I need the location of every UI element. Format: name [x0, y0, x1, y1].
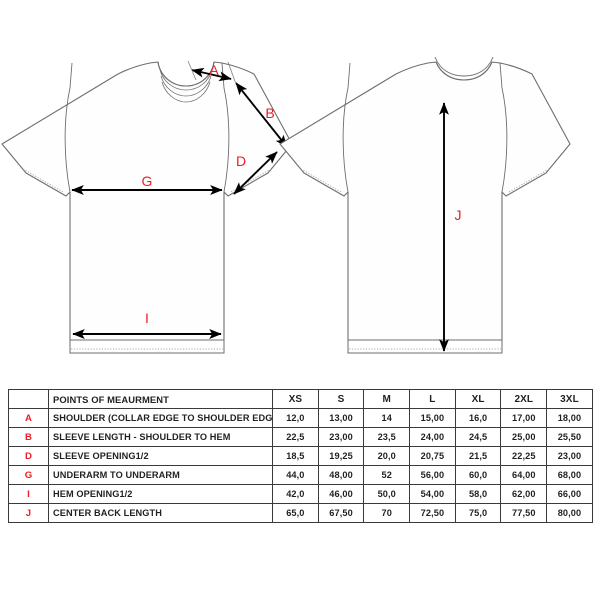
row-value-s: 13,00 [317, 408, 365, 428]
row-value-2xl: 17,00 [500, 408, 548, 428]
row-letter: A [8, 408, 49, 428]
row-value-3xl: 80,00 [546, 503, 593, 523]
table-row: D SLEEVE OPENING1/2 18,5 19,25 20,0 20,7… [8, 446, 593, 466]
header-points-of-measurement: POINTS OF MEAURMENT [48, 389, 273, 409]
label-D: D [236, 153, 246, 169]
row-value-l: 20,75 [409, 446, 456, 466]
header-size-2xl: 2XL [500, 389, 548, 409]
row-value-m: 23,5 [363, 427, 411, 447]
row-value-2xl: 62,00 [500, 484, 548, 504]
row-letter: B [8, 427, 49, 447]
row-value-2xl: 22,25 [500, 446, 548, 466]
row-point: CENTER BACK LENGTH [48, 503, 273, 523]
row-value-m: 14 [363, 408, 411, 428]
header-size-s: S [317, 389, 365, 409]
table-row: B SLEEVE LENGTH - SHOULDER TO HEM 22,5 2… [8, 427, 593, 447]
row-value-2xl: 25,00 [500, 427, 548, 447]
table-row: A SHOULDER (COLLAR EDGE TO SHOULDER EDGE… [8, 408, 593, 428]
row-value-xl: 16,0 [454, 408, 502, 428]
row-value-3xl: 68,00 [546, 465, 593, 485]
row-value-2xl: 64,00 [500, 465, 548, 485]
row-value-xs: 65,0 [272, 503, 319, 523]
row-value-m: 20,0 [363, 446, 411, 466]
label-J: J [455, 207, 462, 223]
row-value-2xl: 77,50 [500, 503, 548, 523]
label-I: I [145, 310, 149, 326]
tshirt-back-outline [279, 56, 571, 354]
row-point: SHOULDER (COLLAR EDGE TO SHOULDER EDGE) [48, 408, 273, 428]
table-header-row: POINTS OF MEAURMENT XS S M L XL 2XL 3XL [8, 389, 593, 409]
row-value-l: 24,00 [409, 427, 456, 447]
label-A: A [209, 62, 219, 78]
label-G: G [142, 173, 153, 189]
row-value-xs: 44,0 [272, 465, 319, 485]
header-size-m: M [363, 389, 411, 409]
header-size-l: L [409, 389, 456, 409]
row-value-xl: 21,5 [454, 446, 502, 466]
header-size-xl: XL [454, 389, 502, 409]
header-size-xs: XS [272, 389, 319, 409]
row-letter: G [8, 465, 49, 485]
row-point: SLEEVE OPENING1/2 [48, 446, 273, 466]
row-value-3xl: 23,00 [546, 446, 593, 466]
row-value-xs: 18,5 [272, 446, 319, 466]
row-value-xs: 42,0 [272, 484, 319, 504]
header-letter-blank [8, 389, 49, 409]
label-B: B [265, 105, 274, 121]
row-letter: D [8, 446, 49, 466]
row-value-xs: 12,0 [272, 408, 319, 428]
size-chart-table: POINTS OF MEAURMENT XS S M L XL 2XL 3XL … [8, 389, 593, 523]
header-size-3xl: 3XL [546, 389, 593, 409]
row-value-3xl: 66,00 [546, 484, 593, 504]
row-value-xl: 60,0 [454, 465, 502, 485]
row-value-m: 52 [363, 465, 411, 485]
row-value-s: 23,00 [317, 427, 365, 447]
arrow-D [233, 151, 278, 195]
arrow-B [235, 82, 288, 148]
row-letter: I [8, 484, 49, 504]
row-point: SLEEVE LENGTH - SHOULDER TO HEM [48, 427, 273, 447]
table-row: I HEM OPENING1/2 42,0 46,00 50,0 54,00 5… [8, 484, 593, 504]
row-letter: J [8, 503, 49, 523]
table-row: G UNDERARM TO UNDERARM 44,0 48,00 52 56,… [8, 465, 593, 485]
row-value-s: 46,00 [317, 484, 365, 504]
row-value-xl: 75,0 [454, 503, 502, 523]
table-body: A SHOULDER (COLLAR EDGE TO SHOULDER EDGE… [8, 408, 593, 523]
row-value-l: 15,00 [409, 408, 456, 428]
row-value-l: 72,50 [409, 503, 456, 523]
row-value-m: 50,0 [363, 484, 411, 504]
row-value-l: 56,00 [409, 465, 456, 485]
table-row: J CENTER BACK LENGTH 65,0 67,50 70 72,50… [8, 503, 593, 523]
back-labels: J [455, 207, 462, 223]
row-point: HEM OPENING1/2 [48, 484, 273, 504]
row-value-xl: 24,5 [454, 427, 502, 447]
front-labels: A B D G I [142, 62, 275, 326]
row-value-xs: 22,5 [272, 427, 319, 447]
row-value-3xl: 25,50 [546, 427, 593, 447]
row-value-3xl: 18,00 [546, 408, 593, 428]
row-point: UNDERARM TO UNDERARM [48, 465, 273, 485]
size-table-container: POINTS OF MEAURMENT XS S M L XL 2XL 3XL … [8, 389, 593, 523]
row-value-s: 48,00 [317, 465, 365, 485]
tshirt-diagrams: A B D G I J [1, 56, 571, 354]
measure-arrows-front [71, 67, 288, 339]
row-value-s: 67,50 [317, 503, 365, 523]
row-value-m: 70 [363, 503, 411, 523]
arrow-A [191, 67, 232, 82]
row-value-s: 19,25 [317, 446, 365, 466]
row-value-xl: 58,0 [454, 484, 502, 504]
leader-lines-front [187, 60, 237, 85]
row-value-l: 54,00 [409, 484, 456, 504]
